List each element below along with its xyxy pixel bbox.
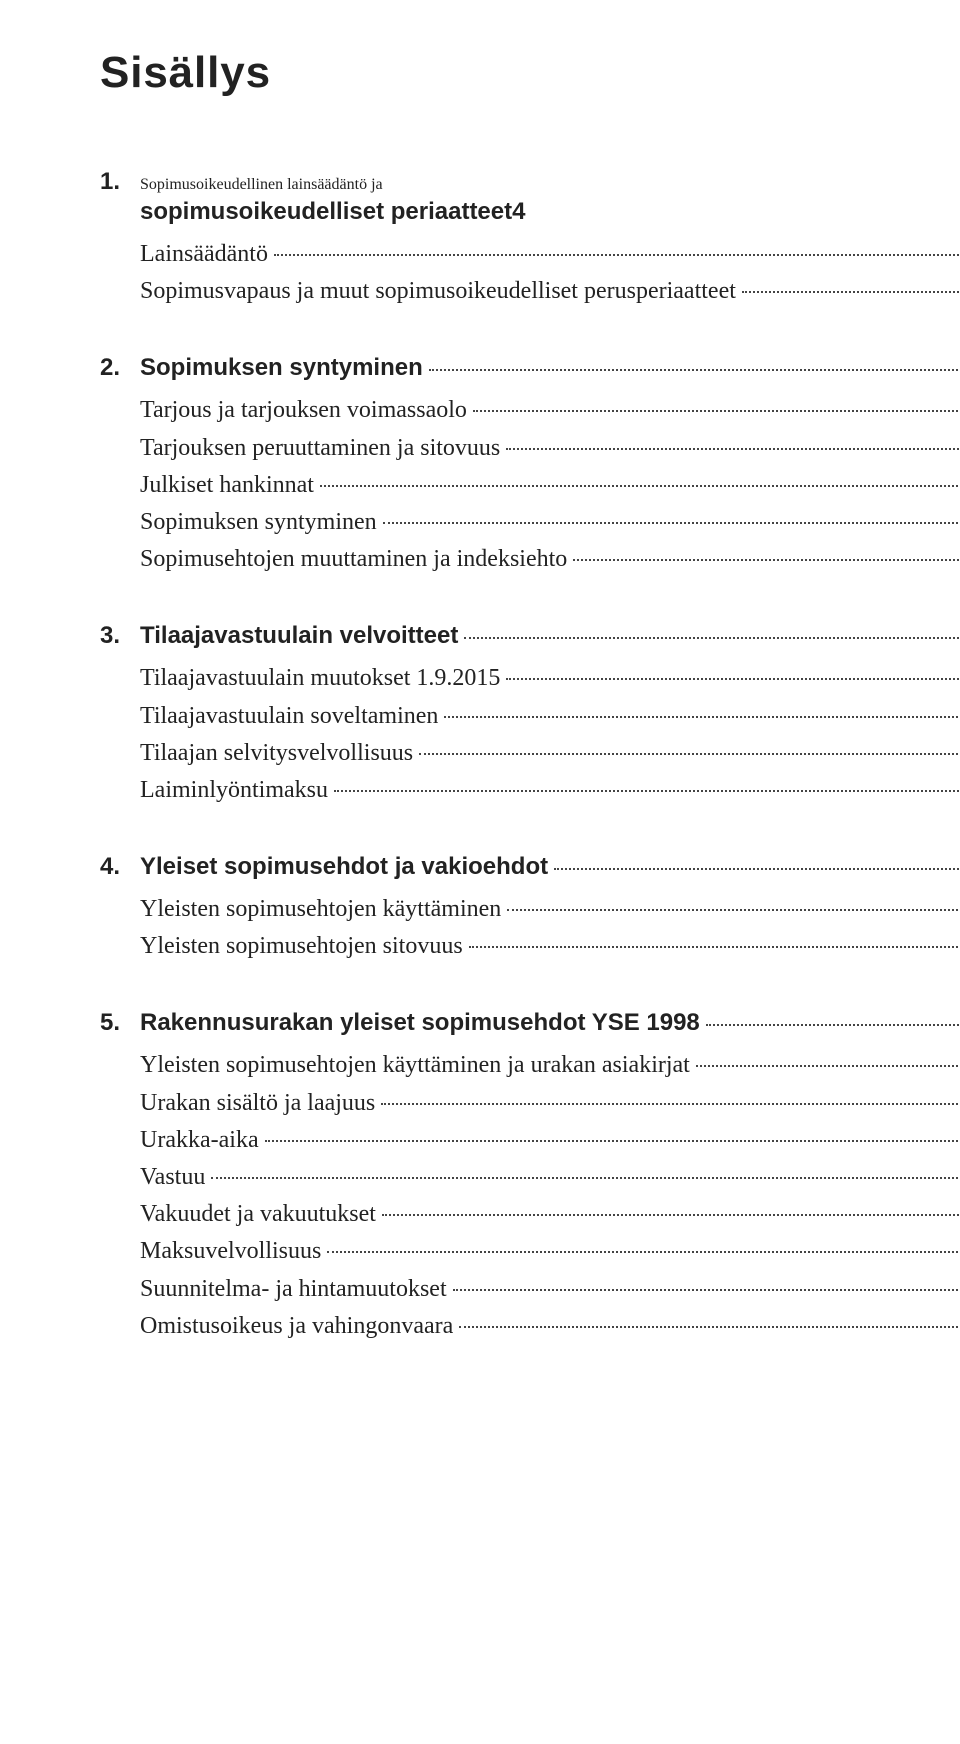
toc-heading-number: 2. <box>100 354 140 382</box>
toc-entry: Tarjous ja tarjouksen voimassaolo7 <box>140 392 960 429</box>
toc-heading-label: Yleiset sopimusehdot ja vakioehdot <box>140 853 548 881</box>
toc-leader-dots <box>320 484 960 487</box>
toc-entry-label: Vastuu <box>140 1159 205 1196</box>
toc-leader-dots <box>274 253 960 256</box>
toc-entry-label: Laiminlyöntimaksu <box>140 772 328 809</box>
toc-leader-dots <box>382 1213 960 1216</box>
toc-leader-dots <box>211 1176 960 1179</box>
toc-entry: Urakan sisältö ja laajuus21 <box>140 1085 960 1122</box>
toc-entry: Tarjouksen peruuttaminen ja sitovuus7 <box>140 430 960 467</box>
toc-heading-number: 1. <box>100 168 140 196</box>
toc-section: 3.Tilaajavastuulain velvoitteet12Tilaaja… <box>100 622 960 809</box>
toc-leader-dots <box>742 290 960 293</box>
toc-entries: Yleisten sopimusehtojen käyttäminen16Yle… <box>100 891 960 965</box>
toc-entry-label: Tilaajan selvitysvelvollisuus <box>140 735 413 772</box>
toc-heading-label: sopimusoikeudelliset periaatteet <box>140 198 512 226</box>
toc-entry: Sopimusehtojen muuttaminen ja indeksieht… <box>140 541 960 578</box>
toc-entries: Tilaajavastuulain muutokset 1.9.201512Ti… <box>100 660 960 809</box>
toc-heading-number: 4. <box>100 853 140 881</box>
toc-heading-page: 4 <box>512 198 525 226</box>
toc-entry: Sopimusvapaus ja muut sopimusoikeudellis… <box>140 273 960 310</box>
toc-entry-label: Sopimuksen syntyminen <box>140 504 377 541</box>
toc-heading: 5.Rakennusurakan yleiset sopimusehdot YS… <box>100 1009 960 1037</box>
toc-entry-label: Julkiset hankinnat <box>140 467 314 504</box>
toc-leader-dots <box>506 447 960 450</box>
toc-entry: Omistusoikeus ja vahingonvaara34 <box>140 1308 960 1345</box>
toc-entry: Sopimuksen syntyminen10 <box>140 504 960 541</box>
toc-entry: Suunnitelma- ja hintamuutokset28 <box>140 1271 960 1308</box>
toc-leader-dots <box>459 1325 960 1328</box>
toc-leader-dots <box>464 636 960 639</box>
toc-heading: 4.Yleiset sopimusehdot ja vakioehdot16 <box>100 853 960 881</box>
toc-entry: Vastuu24 <box>140 1159 960 1196</box>
toc-entry-label: Urakka-aika <box>140 1122 259 1159</box>
toc-leader-dots <box>334 789 960 792</box>
toc-entry-label: Urakan sisältö ja laajuus <box>140 1085 375 1122</box>
toc-entry: Lainsäädäntö4 <box>140 236 960 273</box>
toc-entry: Yleisten sopimusehtojen sitovuus16 <box>140 928 960 965</box>
toc-section: 2.Sopimuksen syntyminen7 Tarjous ja tarjo… <box>100 354 960 578</box>
toc-entry: Julkiset hankinnat9 <box>140 467 960 504</box>
toc-entry-label: Yleisten sopimusehtojen sitovuus <box>140 928 463 965</box>
toc-leader-dots <box>469 945 960 948</box>
toc-heading-label: Tilaajavastuulain velvoitteet <box>140 622 458 650</box>
toc-entry: Tilaajavastuulain soveltaminen12 <box>140 698 960 735</box>
page-title: Sisällys <box>100 48 960 98</box>
toc-leader-dots <box>383 521 960 524</box>
toc-entry-label: Sopimusehtojen muuttaminen ja indeksieht… <box>140 541 567 578</box>
toc-entry-label: Tilaajavastuulain soveltaminen <box>140 698 438 735</box>
toc-heading-continuation: sopimusoikeudelliset periaatteet4 <box>100 198 960 226</box>
toc-entry-label: Vakuudet ja vakuutukset <box>140 1196 376 1233</box>
toc-entry: Maksuvelvollisuus27 <box>140 1233 960 1270</box>
toc-entry-label: Tarjous ja tarjouksen voimassaolo <box>140 392 467 429</box>
table-of-contents: 1.Sopimusoikeudellinen lainsäädäntö jaso… <box>100 168 960 1345</box>
toc-section: 4.Yleiset sopimusehdot ja vakioehdot16Yl… <box>100 853 960 965</box>
toc-heading-label: Sopimusoikeudellinen lainsäädäntö ja <box>140 176 383 194</box>
toc-entry-label: Yleisten sopimusehtojen käyttäminen ja u… <box>140 1047 690 1084</box>
toc-entries: Tarjous ja tarjouksen voimassaolo7Tarjou… <box>100 392 960 578</box>
toc-entry-label: Omistusoikeus ja vahingonvaara <box>140 1308 453 1345</box>
toc-section: 5.Rakennusurakan yleiset sopimusehdot YS… <box>100 1009 960 1345</box>
toc-entry-label: Maksuvelvollisuus <box>140 1233 321 1270</box>
toc-entry-label: Sopimusvapaus ja muut sopimusoikeudellis… <box>140 273 736 310</box>
toc-leader-dots <box>507 908 960 911</box>
toc-heading-number: 5. <box>100 1009 140 1037</box>
toc-leader-dots <box>381 1102 960 1105</box>
toc-entries: Yleisten sopimusehtojen käyttäminen ja u… <box>100 1047 960 1345</box>
toc-leader-dots <box>473 409 960 412</box>
toc-entries: Lainsäädäntö4Sopimusvapaus ja muut sopim… <box>100 236 960 310</box>
toc-leader-dots <box>573 558 960 561</box>
toc-entry-label: Tilaajavastuulain muutokset 1.9.2015 <box>140 660 500 697</box>
toc-leader-dots <box>444 715 960 718</box>
toc-heading: 1.Sopimusoikeudellinen lainsäädäntö ja <box>100 168 960 196</box>
toc-heading-label: Sopimuksen syntyminen <box>140 354 423 382</box>
toc-leader-dots <box>554 867 960 870</box>
toc-entry: Laiminlyöntimaksu14 <box>140 772 960 809</box>
toc-entry: Yleisten sopimusehtojen käyttäminen ja u… <box>140 1047 960 1084</box>
toc-leader-dots <box>453 1288 960 1291</box>
toc-heading-number: 3. <box>100 622 140 650</box>
toc-entry: Vakuudet ja vakuutukset27 <box>140 1196 960 1233</box>
toc-leader-dots <box>265 1139 960 1142</box>
toc-leader-dots <box>696 1064 960 1067</box>
toc-entry-label: Lainsäädäntö <box>140 236 268 273</box>
toc-entry: Tilaajavastuulain muutokset 1.9.201512 <box>140 660 960 697</box>
toc-entry: Tilaajan selvitysvelvollisuus13 <box>140 735 960 772</box>
toc-leader-dots <box>327 1250 960 1253</box>
toc-entry-label: Yleisten sopimusehtojen käyttäminen <box>140 891 501 928</box>
toc-entry-label: Suunnitelma- ja hintamuutokset <box>140 1271 447 1308</box>
toc-heading: 2.Sopimuksen syntyminen7 <box>100 354 960 382</box>
toc-heading-label: Rakennusurakan yleiset sopimusehdot YSE … <box>140 1009 700 1037</box>
toc-leader-dots <box>429 368 960 371</box>
toc-leader-dots <box>419 752 960 755</box>
toc-entry: Yleisten sopimusehtojen käyttäminen16 <box>140 891 960 928</box>
toc-section: 1.Sopimusoikeudellinen lainsäädäntö jaso… <box>100 168 960 310</box>
toc-leader-dots <box>506 677 960 680</box>
toc-heading: 3.Tilaajavastuulain velvoitteet12 <box>100 622 960 650</box>
toc-entry-label: Tarjouksen peruuttaminen ja sitovuus <box>140 430 500 467</box>
toc-leader-dots <box>706 1023 960 1026</box>
toc-entry: Urakka-aika23 <box>140 1122 960 1159</box>
